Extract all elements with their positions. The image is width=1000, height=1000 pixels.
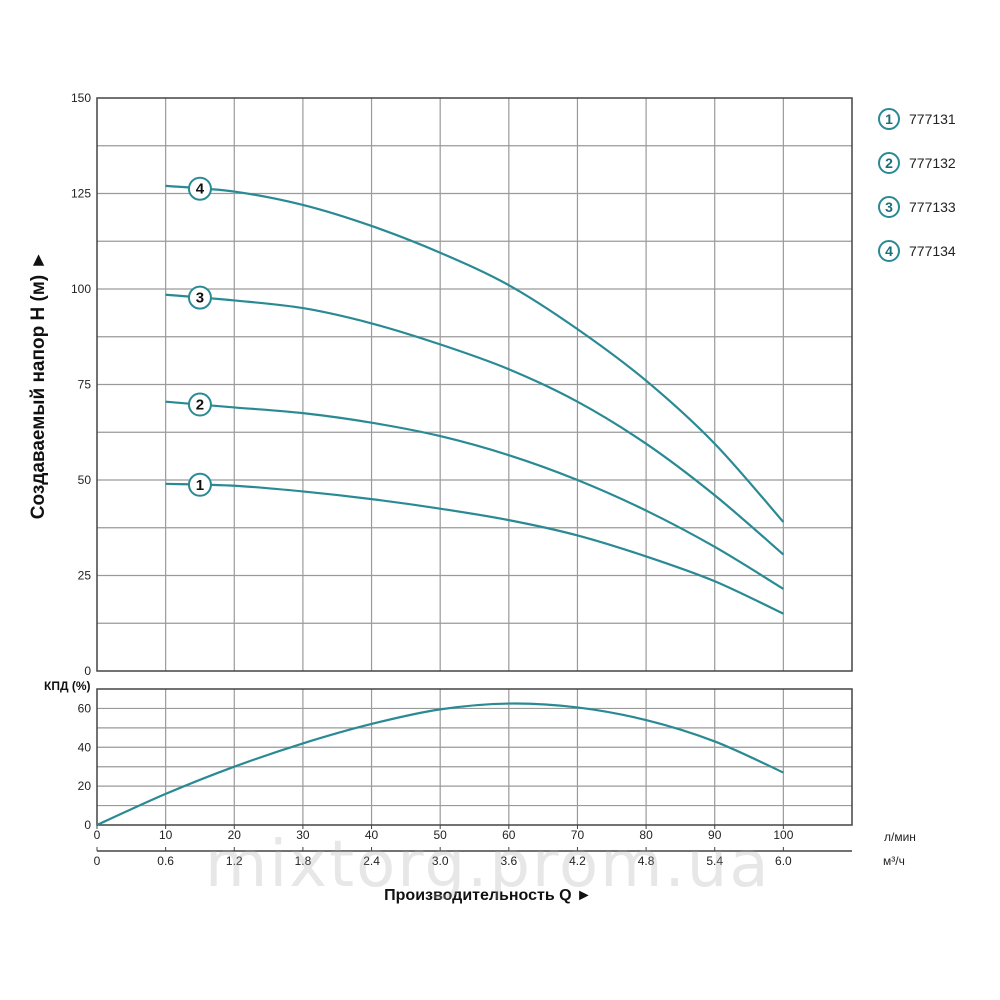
curve-marker-label: 4	[196, 181, 205, 198]
x-unit-label: м³/ч	[883, 854, 905, 868]
head-curves: 1 2 3 4	[165, 176, 785, 615]
y-tick-label: 60	[78, 701, 92, 715]
x-tick-label: 80	[639, 828, 653, 842]
legend-item: 4 777134	[878, 229, 956, 273]
efficiency-curve	[96, 702, 784, 827]
x-tick-label: 2.4	[363, 854, 380, 868]
head-curve-1	[165, 482, 784, 615]
y-tick-label: 50	[78, 473, 92, 487]
x-tick-label: 4.2	[569, 854, 586, 868]
legend: 1 777131 2 777132 3 777133 4 777134	[878, 97, 956, 273]
legend-item: 2 777132	[878, 141, 956, 185]
x-tick-label: 0	[94, 828, 101, 842]
x-tick-label: 20	[228, 828, 242, 842]
y-tick-label: 25	[78, 569, 92, 583]
curve-marker-label: 1	[196, 477, 204, 494]
head-grid	[96, 97, 853, 672]
x-tick-label: 30	[296, 828, 310, 842]
x-tick-label: 40	[365, 828, 379, 842]
curve-marker-label: 2	[196, 397, 204, 414]
legend-marker-icon: 1	[878, 108, 900, 130]
y-tick-label: 150	[71, 91, 91, 105]
legend-item: 1 777131	[878, 97, 956, 141]
curve-marker-icon	[187, 472, 212, 497]
x-tick-label: 90	[708, 828, 722, 842]
curve-marker-icon	[187, 176, 212, 201]
head-curve-4	[165, 184, 785, 523]
curve-marker-icon	[187, 392, 212, 417]
legend-label: 777134	[909, 243, 956, 259]
head-axis-label: Создаваемый напор H (м) ►	[28, 251, 49, 520]
head-curve-2	[165, 400, 784, 590]
x-tick-label: 3.6	[500, 854, 517, 868]
x-tick-label: 6.0	[775, 854, 792, 868]
x-axis-label: Производительность Q ►	[384, 887, 592, 904]
y-tick-label: 0	[84, 818, 91, 832]
efficiency-curve-line	[96, 702, 784, 827]
legend-label: 777133	[909, 199, 956, 215]
head-curve-3	[165, 293, 785, 556]
x-tick-label: 0.6	[157, 854, 174, 868]
x-tick-label: 1.2	[226, 854, 243, 868]
legend-item: 3 777133	[878, 185, 956, 229]
x-tick-label: 0	[94, 854, 101, 868]
efficiency-plot-frame	[96, 688, 853, 826]
curve-marker-icon	[187, 285, 212, 310]
x-unit-label: л/мин	[884, 830, 916, 844]
y-tick-label: 75	[78, 378, 92, 392]
x-tick-label: 100	[773, 828, 793, 842]
x-tick-label: 5.4	[706, 854, 723, 868]
y-tick-label: 0	[84, 664, 91, 678]
y-tick-label: 20	[78, 779, 92, 793]
x-tick-label: 4.8	[638, 854, 655, 868]
x-tick-label: 70	[571, 828, 585, 842]
curve-marker-label: 3	[196, 290, 204, 307]
y-tick-label: 125	[71, 187, 91, 201]
x-tick-label: 60	[502, 828, 516, 842]
legend-label: 777131	[909, 111, 956, 127]
efficiency-grid	[96, 688, 853, 826]
legend-marker-icon: 4	[878, 240, 900, 262]
head-plot-frame	[96, 97, 853, 672]
x-tick-label: 1.8	[295, 854, 312, 868]
legend-marker-icon: 2	[878, 152, 900, 174]
legend-marker-icon: 3	[878, 196, 900, 218]
x-tick-label: 3.0	[432, 854, 449, 868]
x-tick-label: 10	[159, 828, 173, 842]
efficiency-axis-label: КПД (%)	[44, 679, 91, 693]
y-tick-label: 40	[78, 740, 92, 754]
x-tick-label: 50	[434, 828, 448, 842]
y-tick-label: 100	[71, 282, 91, 296]
legend-label: 777132	[909, 155, 956, 171]
